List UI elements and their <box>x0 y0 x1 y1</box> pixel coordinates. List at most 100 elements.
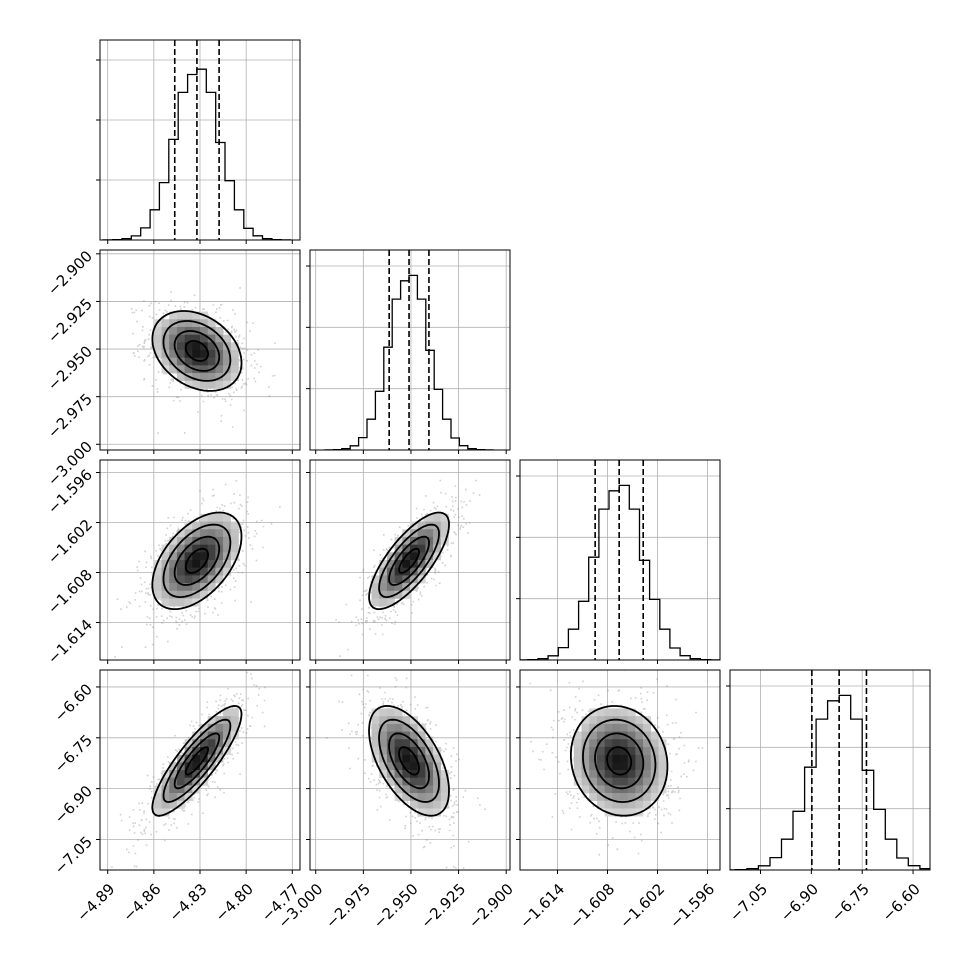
density-cell <box>207 552 216 561</box>
density-cell <box>207 529 216 538</box>
x-tick-label-2-3: −1.596 <box>666 880 718 932</box>
density-cell <box>581 723 590 732</box>
contour-2-1-1 <box>388 535 430 586</box>
density-cell <box>627 777 636 786</box>
density-cell <box>176 529 185 538</box>
density-cell <box>230 529 239 538</box>
density-cell <box>200 334 208 343</box>
density-cell <box>230 357 239 366</box>
density-cell <box>410 800 418 809</box>
density-cell <box>604 785 613 794</box>
density-cell <box>386 723 395 732</box>
density-cell <box>596 777 605 786</box>
density-cell <box>658 754 667 763</box>
density-cell <box>417 793 426 802</box>
panel-frame <box>519 459 721 661</box>
density-cell <box>440 513 449 522</box>
density-cell <box>169 785 178 794</box>
density-cell <box>184 598 193 607</box>
density-cell <box>589 754 598 763</box>
density-cell <box>184 552 193 561</box>
density-cell <box>207 723 216 732</box>
density-cell <box>433 808 442 817</box>
density-cell <box>410 754 418 763</box>
density-cell <box>192 746 201 755</box>
density-cell <box>417 800 426 809</box>
density-cell <box>153 342 162 351</box>
density-cell <box>433 544 442 553</box>
density-cell <box>386 575 395 584</box>
density-cell <box>425 785 434 794</box>
density-cell <box>379 762 388 771</box>
density-cell <box>200 746 208 755</box>
density-cell <box>223 529 232 538</box>
density-cell <box>394 785 403 794</box>
density-cell <box>386 739 395 748</box>
density-cell <box>627 785 636 794</box>
density-cell <box>169 800 178 809</box>
x-tick-label-2-0: −1.614 <box>516 880 568 932</box>
density-cell <box>200 326 208 335</box>
x-tick-label-3-0: −7.05 <box>726 880 771 925</box>
density-cell <box>440 770 449 778</box>
density-cell <box>612 739 621 748</box>
density-cell <box>192 334 201 343</box>
density-cell <box>589 723 598 732</box>
density-cell <box>658 777 667 786</box>
density-cell <box>169 311 178 320</box>
density-cell <box>200 357 208 366</box>
density-cell <box>169 583 178 592</box>
density-cell <box>192 529 201 538</box>
density-cell <box>620 746 628 755</box>
panel-frame <box>519 669 721 871</box>
density-cell <box>650 777 659 786</box>
density-cell <box>433 552 442 561</box>
contour-3-2-0 <box>606 746 633 776</box>
density-cell <box>215 552 224 561</box>
density-cell <box>627 746 636 755</box>
density-cell <box>192 739 201 748</box>
density-cell <box>604 793 613 802</box>
density-cell <box>192 560 201 568</box>
density-cell <box>402 762 411 771</box>
density-cell <box>207 575 216 584</box>
contour-3-1-2 <box>378 718 440 803</box>
density-cell <box>153 583 162 592</box>
density-cell <box>650 746 659 755</box>
density-cell <box>581 716 590 725</box>
y-tick-label-2-2: −1.602 <box>44 516 96 568</box>
contour-1-0-3 <box>151 310 243 392</box>
density-cell <box>176 598 185 607</box>
scatter-panel-3-1: −3.000−2.975−2.950−2.925−2.900 <box>274 669 517 932</box>
density-cell <box>604 777 613 786</box>
density-cell <box>192 357 201 366</box>
density-cell <box>192 521 201 530</box>
density-cell <box>200 552 208 561</box>
density-cell <box>169 793 178 802</box>
density-cell <box>153 808 162 817</box>
density-cell <box>425 800 434 809</box>
density-cell <box>379 583 388 592</box>
scatter-panel-2-1 <box>306 459 511 664</box>
density-cell <box>394 583 403 592</box>
density-cell <box>581 785 590 794</box>
density-cell <box>402 746 411 755</box>
density-cell <box>215 716 224 725</box>
density-cell <box>417 808 426 817</box>
density-cell <box>581 762 590 771</box>
density-cell <box>417 762 426 771</box>
density-cell <box>169 552 178 561</box>
density-cell <box>184 536 193 545</box>
density-cell <box>433 800 442 809</box>
density-cell <box>643 793 652 802</box>
density-cell <box>184 583 193 592</box>
x-tick-label-3-2: −6.75 <box>828 880 873 925</box>
contour-2-0-3 <box>151 511 243 610</box>
density-cell <box>207 319 216 328</box>
contour-3-1-1 <box>388 732 430 790</box>
density-cell <box>394 777 403 786</box>
density-cell <box>620 739 628 748</box>
y-tick-label-3-2: −6.75 <box>51 731 96 776</box>
density-cell <box>200 513 208 522</box>
density-cell <box>153 800 162 809</box>
